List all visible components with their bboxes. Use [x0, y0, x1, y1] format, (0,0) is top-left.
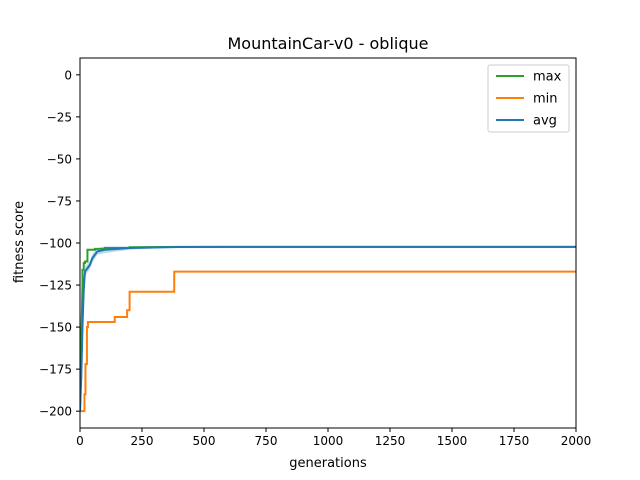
- x-tick-label: 1750: [499, 434, 530, 448]
- legend: max min avg: [487, 64, 570, 133]
- y-tick-label: −175: [39, 363, 72, 377]
- x-tick-label: 1000: [313, 434, 344, 448]
- series-min-line: [80, 270, 576, 413]
- axis-ticks: 0 250 500 750 1000 1250 1500 1750 2000 0 −25 −50 −75…: [39, 68, 591, 448]
- y-tick-label: −200: [39, 405, 72, 419]
- y-tick-label: −100: [39, 237, 72, 251]
- legend-label-min: min: [533, 92, 558, 107]
- x-tick-label: 1250: [375, 434, 406, 448]
- x-axis-label: generations: [289, 456, 367, 471]
- x-tick-label: 250: [131, 434, 154, 448]
- y-tick-label: −125: [39, 279, 72, 293]
- y-tick-label: −50: [47, 152, 72, 166]
- y-tick-label: −25: [47, 110, 72, 124]
- y-tick-label: 0: [64, 68, 72, 82]
- y-tick-label: −75: [47, 194, 72, 208]
- series-avg-line: [80, 245, 576, 412]
- x-tick-label: 0: [76, 434, 84, 448]
- series-group: [80, 245, 576, 413]
- legend-box: [487, 64, 570, 133]
- chart-title: MountainCar-v0 - oblique: [228, 34, 429, 53]
- legend-label-max: max: [533, 70, 562, 85]
- x-tick-label: 1500: [437, 434, 468, 448]
- x-tick-label: 750: [255, 434, 278, 448]
- legend-label-avg: avg: [533, 114, 557, 129]
- x-tick-label: 500: [193, 434, 216, 448]
- x-tick-label: 2000: [561, 434, 592, 448]
- y-axis-label: fitness score: [12, 201, 27, 283]
- y-tick-label: −150: [39, 321, 72, 335]
